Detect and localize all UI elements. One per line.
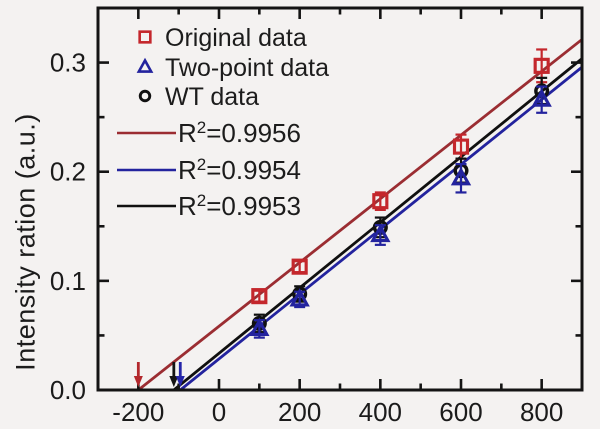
data-point-original-data xyxy=(291,258,308,275)
x-tick-label: 0 xyxy=(212,397,226,427)
x-tick-label: -200 xyxy=(112,397,164,427)
legend-label-wt-data: WT data xyxy=(165,83,259,111)
x-tick-label: 800 xyxy=(520,397,563,427)
x-tick-label: 400 xyxy=(359,397,402,427)
x-tick-label: 600 xyxy=(439,397,482,427)
legend-r2-original-data: R2=0.9956 xyxy=(178,118,301,148)
legend-r2-two-point-data: R2=0.9954 xyxy=(178,155,301,185)
data-point-two-point-data xyxy=(450,167,472,186)
y-tick-label: 0.1 xyxy=(50,266,86,296)
legend-label-two-point-data: Two-point data xyxy=(165,54,329,82)
intercept-arrow-head xyxy=(175,376,185,387)
legend-r2-wt-data: R2=0.9953 xyxy=(178,191,301,221)
data-point-original-data xyxy=(372,193,389,210)
intercept-arrow-head xyxy=(133,376,143,387)
y-tick-label: 0.3 xyxy=(50,48,86,78)
data-point-two-point-data xyxy=(249,317,270,336)
series-two-point-data xyxy=(249,85,552,339)
y-tick-label: 0.2 xyxy=(50,157,86,187)
data-point-two-point-data xyxy=(289,288,310,307)
legend-label-original-data: Original data xyxy=(165,24,307,52)
intercept-arrows xyxy=(133,362,185,387)
data-point-two-point-data xyxy=(531,88,552,107)
x-tick-label: 200 xyxy=(278,397,321,427)
y-tick-labels: 0.0 0.1 0.2 0.3 xyxy=(50,48,86,405)
data-point-original-data xyxy=(452,138,470,155)
data-point-original-data xyxy=(251,288,268,305)
y-tick-label: 0.0 xyxy=(50,375,86,405)
legend-marker-wt-data xyxy=(138,89,152,103)
intercept-arrow-head xyxy=(169,376,179,387)
fit-line-original-data xyxy=(137,38,583,392)
legend-marker-original-data xyxy=(138,30,152,44)
y-axis-title: Intensity ration (a.u.) xyxy=(10,113,41,371)
data-point-two-point-data xyxy=(370,223,391,243)
data-point-original-data xyxy=(533,57,550,74)
legend-marker-two-point-data xyxy=(136,57,154,73)
x-tick-labels: -200 0 200 400 600 800 xyxy=(112,397,563,427)
